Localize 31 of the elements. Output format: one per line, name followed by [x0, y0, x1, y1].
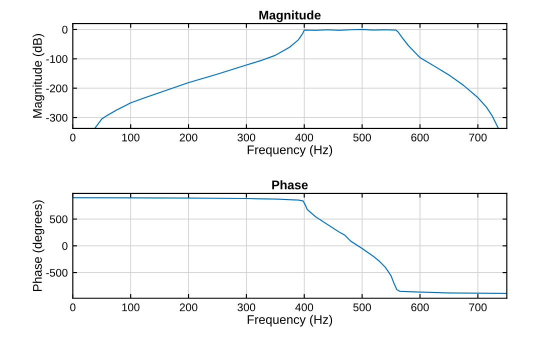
- x-axis-title: Frequency (Hz): [248, 314, 332, 327]
- x-tick-label: 0: [70, 134, 76, 142]
- y-tick-label: -500: [46, 268, 68, 277]
- y-tick-label: -100: [46, 55, 68, 63]
- y-tick-label: 500: [50, 215, 68, 224]
- x-tick-label: 400: [295, 303, 314, 312]
- y-axis-title: Phase (degrees): [32, 200, 44, 292]
- x-tick-label: 0: [70, 303, 76, 312]
- x-tick-label: 500: [353, 134, 371, 142]
- x-tick-label: 300: [238, 134, 256, 142]
- line-series: [72, 197, 507, 294]
- line-series: [94, 28, 499, 128]
- x-tick-label: 100: [122, 303, 140, 312]
- x-tick-label: 200: [180, 134, 198, 142]
- y-tick-label: -200: [46, 84, 68, 92]
- y-tick-label: -300: [46, 114, 68, 122]
- x-tick-label: 300: [238, 303, 256, 312]
- y-tick-label: 0: [62, 26, 68, 34]
- x-tick-label: 600: [411, 303, 429, 312]
- x-tick-label: 600: [411, 134, 429, 142]
- x-tick-label: 700: [469, 303, 487, 312]
- x-axis-title: Frequency (Hz): [248, 145, 332, 157]
- x-tick-label: 700: [469, 134, 487, 142]
- x-tick-label: 200: [180, 303, 198, 312]
- chart-title: Phase: [272, 180, 308, 190]
- chart-title: Magnitude: [259, 10, 321, 22]
- x-tick-label: 500: [353, 303, 371, 312]
- y-tick-label: 0: [62, 242, 68, 250]
- y-axis-title: Magnitude (dB): [32, 34, 44, 118]
- x-tick-label: 400: [295, 134, 314, 142]
- x-tick-label: 100: [122, 134, 140, 142]
